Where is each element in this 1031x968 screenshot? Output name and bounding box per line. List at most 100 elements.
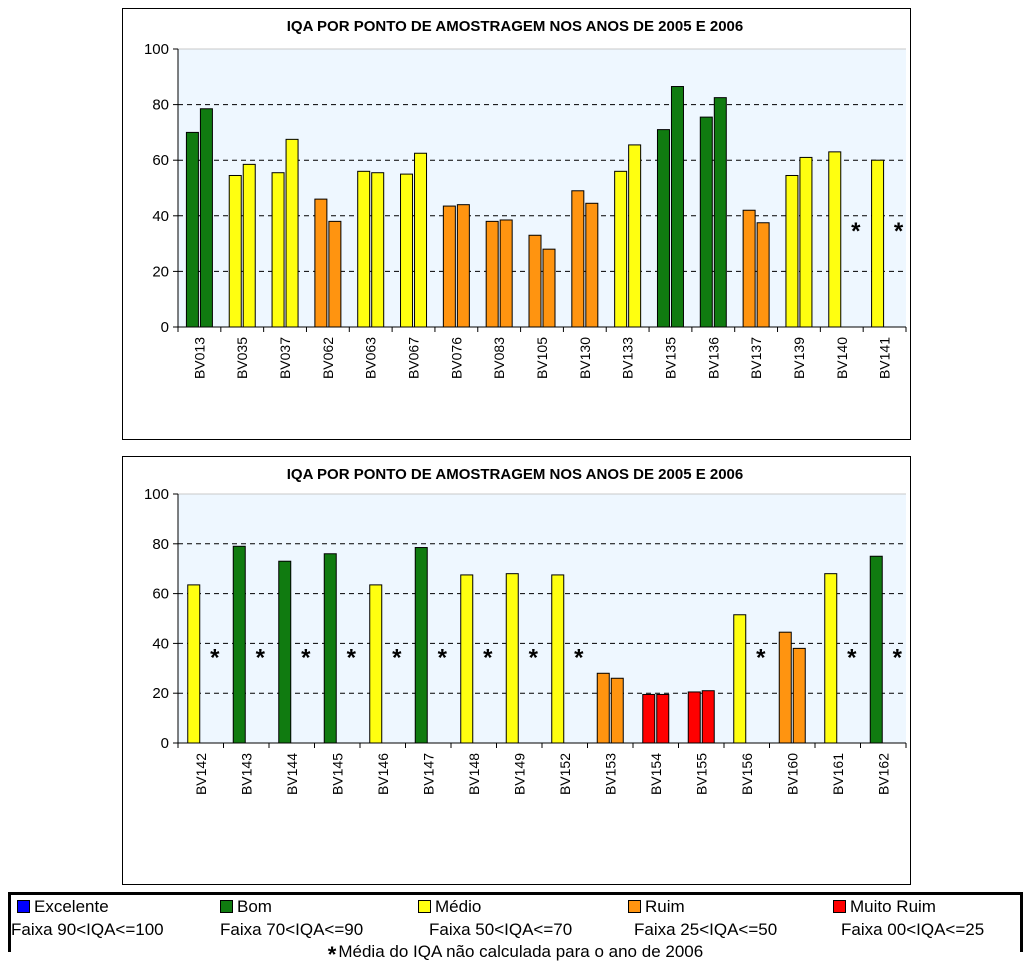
legend-note-text: Média do IQA não calculada para o ano de… [338,942,704,961]
bar-2005 [551,574,565,744]
bar-2006 [285,138,299,328]
bar-2006 [542,248,556,328]
x-tick-label: BV153 [602,753,618,795]
x-tick-label: BV135 [662,337,678,379]
x-tick-label: BV144 [284,753,300,795]
x-tick-label: BV013 [191,337,207,379]
x-tick-label: BV137 [748,337,764,379]
x-tick-label: BV105 [534,337,550,379]
legend-label-muito-ruim: Muito Ruim [850,897,936,916]
x-tick-label: BV083 [491,337,507,379]
bar-2005 [614,170,628,328]
x-tick-label: BV141 [877,337,893,379]
bar-2006 [456,204,470,328]
chart-1: IQA POR PONTO DE AMOSTRAGEM NOS ANOS DE … [122,8,911,440]
bar-2005 [400,173,414,328]
bar-2005 [278,560,292,744]
bar-2005 [271,172,285,328]
x-tick-label: BV155 [693,753,709,795]
bar-2005 [187,584,201,744]
bar-2006 [713,97,727,328]
y-tick-label: 0 [161,319,169,336]
y-tick-label: 60 [152,152,169,169]
y-tick-label: 0 [161,735,169,752]
x-tick-label: BV162 [875,753,891,795]
x-tick-label: BV139 [791,337,807,379]
chart-1-svg: IQA POR PONTO DE AMOSTRAGEM NOS ANOS DE … [144,18,907,379]
bar-2005 [656,129,670,328]
x-tick-label: BV148 [466,753,482,795]
missing-2006-star: * [347,644,357,671]
y-tick-label: 100 [144,486,169,503]
missing-2006-star: * [529,644,539,671]
x-tick-label: BV133 [620,337,636,379]
chart-1-title: IQA POR PONTO DE AMOSTRAGEM NOS ANOS DE … [287,18,744,35]
swatch-bom [220,900,233,913]
x-tick-label: BV035 [234,337,250,379]
x-tick-label: BV149 [511,753,527,795]
bar-2006 [701,690,715,744]
bar-2005 [442,205,456,328]
y-tick-label: 80 [152,536,169,553]
swatch-muito-ruim [833,900,846,913]
x-tick-label: BV037 [277,337,293,379]
legend-range-muito-ruim: Faixa 00<IQA<=25 [841,920,985,939]
legend-label-medio: Médio [435,897,482,916]
bar-2005 [528,234,542,328]
x-tick-label: BV130 [577,337,593,379]
bar-2005 [824,573,838,744]
bar-2006 [670,86,684,328]
legend-item-muito-ruim: Muito Ruim [833,897,936,917]
swatch-ruim [628,900,641,913]
bar-2005 [596,672,610,744]
legend-label-bom: Bom [237,897,272,916]
x-tick-label: BV152 [557,753,573,795]
y-tick-label: 20 [152,685,169,702]
y-tick-label: 60 [152,586,169,603]
missing-2006-star: * [851,218,861,245]
bar-2006 [656,693,670,744]
missing-2006-star: * [483,644,493,671]
bar-2005 [369,584,383,744]
missing-2006-star: * [256,644,266,671]
x-tick-label: BV156 [739,753,755,795]
legend-item-medio: Médio [418,897,481,917]
bar-2005 [460,574,474,744]
x-tick-label: BV063 [363,337,379,379]
bar-2006 [371,172,385,328]
bar-2006 [242,163,256,328]
legend-range-excelente: Faixa 90<IQA<=100 [11,920,164,939]
legend-range-medio: Faixa 50<IQA<=70 [429,920,573,939]
plot-area [178,49,906,327]
bar-2005 [699,116,713,328]
bar-2005 [828,151,842,328]
x-tick-label: BV076 [448,337,464,379]
legend-range-ruim: Faixa 25<IQA<=50 [634,920,778,939]
bar-2006 [628,144,642,328]
legend-item-excelente: Excelente [17,897,109,917]
missing-2006-star: * [893,644,903,671]
x-tick-label: BV147 [420,753,436,795]
missing-2006-star: * [756,644,766,671]
chart-2: IQA POR PONTO DE AMOSTRAGEM NOS ANOS DE … [122,456,911,885]
bar-2005 [642,693,656,744]
x-tick-label: BV143 [238,753,254,795]
legend-note-star: * [327,942,337,967]
legend-label-excelente: Excelente [34,897,109,916]
missing-2006-star: * [894,218,904,245]
legend-range-bom: Faixa 70<IQA<=90 [220,920,364,939]
bar-2005 [571,190,585,328]
bar-2006 [414,152,428,328]
bar-2006 [756,222,770,328]
y-tick-label: 80 [152,97,169,114]
missing-2006-star: * [574,644,584,671]
missing-2006-star: * [210,644,220,671]
x-tick-label: BV154 [648,753,664,795]
bar-2005 [185,131,199,328]
x-tick-label: BV160 [784,753,800,795]
y-tick-label: 40 [152,635,169,652]
bar-2005 [485,220,499,328]
bar-2006 [792,647,806,744]
legend-item-ruim: Ruim [628,897,685,917]
y-tick-label: 20 [152,263,169,280]
